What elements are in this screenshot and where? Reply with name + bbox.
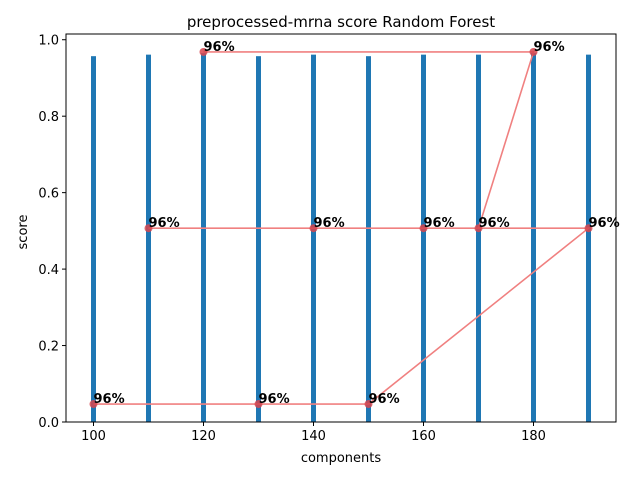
score-line bbox=[93, 51, 591, 405]
data-label: 96% bbox=[369, 392, 400, 407]
bar bbox=[586, 54, 591, 422]
data-label: 96% bbox=[149, 216, 180, 231]
y-tick-label: 0.0 bbox=[38, 416, 59, 431]
line-point bbox=[364, 400, 373, 409]
x-tick-label: 140 bbox=[301, 429, 326, 444]
line-point bbox=[254, 400, 263, 409]
y-tick-label: 0.6 bbox=[38, 187, 59, 202]
data-label: 96% bbox=[204, 40, 235, 55]
plot-frame bbox=[65, 33, 617, 423]
bar bbox=[476, 54, 481, 422]
data-label-group: 96% 96% 96% 96% 96% 96% 96% 96% 96% 96% bbox=[94, 40, 620, 407]
bar bbox=[201, 53, 206, 422]
bar bbox=[531, 53, 536, 422]
line-point bbox=[474, 224, 483, 233]
y-tick-label: 0.8 bbox=[38, 110, 59, 125]
line-point bbox=[529, 47, 538, 56]
bar bbox=[421, 54, 426, 422]
score-line-group bbox=[89, 47, 593, 409]
bar bbox=[146, 54, 151, 422]
bar bbox=[256, 56, 261, 423]
data-label: 96% bbox=[589, 216, 620, 231]
bar bbox=[311, 54, 316, 422]
x-tick-label: 160 bbox=[411, 429, 436, 444]
y-tick-label: 0.4 bbox=[38, 263, 59, 278]
x-tick-label: 100 bbox=[81, 429, 106, 444]
axes: 100 120 140 160 180 0.0 0.2 0.4 0.6 0.8 1.0 bbox=[38, 33, 617, 444]
bar-group bbox=[91, 53, 591, 423]
bar bbox=[91, 56, 96, 423]
data-label: 96% bbox=[424, 216, 455, 231]
x-axis-label: components bbox=[301, 451, 382, 466]
y-axis-label: score bbox=[16, 215, 31, 250]
line-point bbox=[144, 224, 153, 233]
line-point bbox=[199, 47, 208, 56]
line-point bbox=[419, 224, 428, 233]
bar bbox=[366, 56, 371, 423]
data-label: 96% bbox=[534, 40, 565, 55]
y-tick-label: 0.2 bbox=[38, 340, 59, 355]
line-point bbox=[584, 224, 593, 233]
x-tick-label: 180 bbox=[521, 429, 546, 444]
data-label: 96% bbox=[259, 392, 290, 407]
line-point bbox=[89, 400, 98, 409]
y-tick-label: 1.0 bbox=[38, 34, 59, 49]
chart-title: preprocessed-mrna score Random Forest bbox=[187, 13, 495, 31]
data-label: 96% bbox=[94, 392, 125, 407]
line-point bbox=[309, 224, 318, 233]
data-label: 96% bbox=[314, 216, 345, 231]
data-label: 96% bbox=[479, 216, 510, 231]
x-tick-label: 120 bbox=[191, 429, 216, 444]
